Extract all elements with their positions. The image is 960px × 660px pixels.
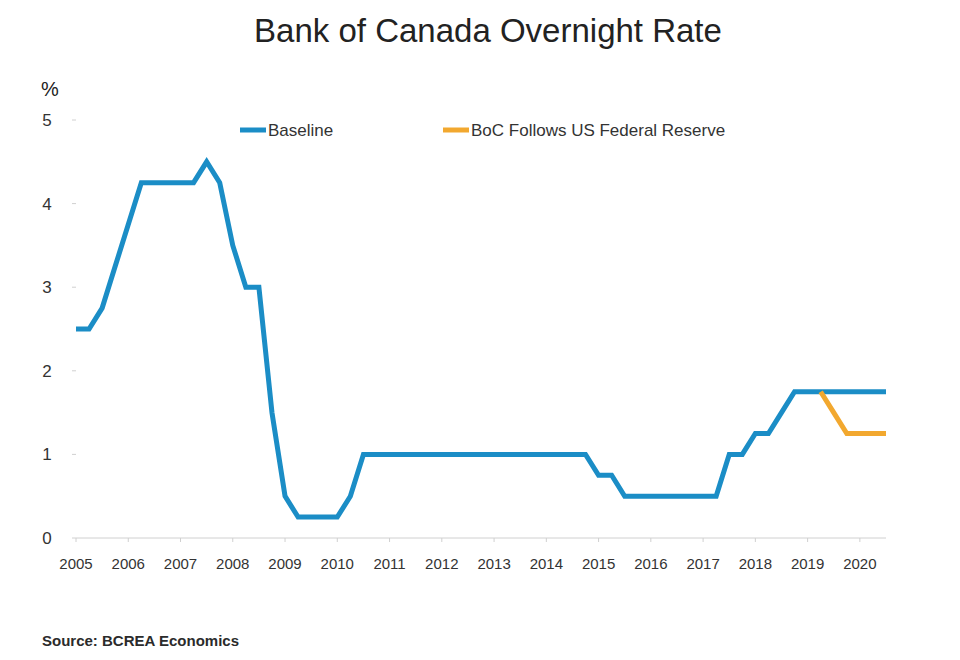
x-tick <box>441 538 442 542</box>
y-tick <box>72 120 76 121</box>
x-tick <box>807 538 808 542</box>
legend-swatch <box>240 128 266 133</box>
chart-svg: Bank of Canada Overnight Rate% 0 1 2 3 4 5 2005… <box>0 0 960 660</box>
legend-swatch <box>443 128 469 133</box>
x-axis-line <box>76 538 886 539</box>
source-note: Source: BCREA Economics <box>42 632 239 649</box>
legend-label: Baseline <box>268 121 333 140</box>
series-line <box>76 162 886 517</box>
x-tick-label: 2013 <box>477 555 510 572</box>
x-tick-label: 2009 <box>268 555 301 572</box>
y-tick-label: 4 <box>42 195 51 214</box>
x-tick <box>650 538 651 542</box>
x-tick-label: 2018 <box>739 555 772 572</box>
y-tick-label: 0 <box>42 529 51 548</box>
y-tick-label: 5 <box>42 111 51 130</box>
x-tick-label: 2007 <box>164 555 197 572</box>
series-group <box>76 162 886 517</box>
x-tick-label: 2008 <box>216 555 249 572</box>
legend-label: BoC Follows US Federal Reserve <box>471 121 725 140</box>
series-line <box>821 392 886 434</box>
chart-title: Bank of Canada Overnight Rate <box>254 12 722 49</box>
x-tick <box>76 538 77 542</box>
x-tick-label: 2011 <box>373 555 405 572</box>
x-tick <box>337 538 338 542</box>
y-tick <box>72 287 76 288</box>
x-tick <box>703 538 704 542</box>
y-tick <box>72 203 76 204</box>
y-tick <box>72 538 76 539</box>
x-tick-label: 2019 <box>791 555 824 572</box>
y-tick <box>72 454 76 455</box>
x-tick-label: 2006 <box>112 555 145 572</box>
x-tick <box>494 538 495 542</box>
x-tick-label: 2012 <box>425 555 458 572</box>
x-tick <box>598 538 599 542</box>
y-tick-label: 1 <box>42 445 51 464</box>
y-axis-label: % <box>41 78 59 100</box>
x-tick-label: 2010 <box>321 555 354 572</box>
x-tick-label: 2014 <box>530 555 563 572</box>
chart-container: Bank of Canada Overnight Rate% 0 1 2 3 4 5 2005… <box>0 0 960 660</box>
x-tick-label: 2020 <box>843 555 876 572</box>
x-tick <box>285 538 286 542</box>
x-tick <box>232 538 233 542</box>
y-tick <box>72 370 76 371</box>
x-tick-label: 2016 <box>634 555 667 572</box>
y-tick-label: 2 <box>42 362 51 381</box>
x-tick <box>128 538 129 542</box>
y-tick-label: 3 <box>42 278 51 297</box>
x-tick <box>180 538 181 542</box>
x-tick-label: 2017 <box>686 555 719 572</box>
x-tick-label: 2015 <box>582 555 615 572</box>
x-tick <box>859 538 860 542</box>
x-tick-label: 2005 <box>59 555 92 572</box>
x-tick <box>546 538 547 542</box>
x-tick <box>389 538 390 542</box>
x-tick <box>755 538 756 542</box>
